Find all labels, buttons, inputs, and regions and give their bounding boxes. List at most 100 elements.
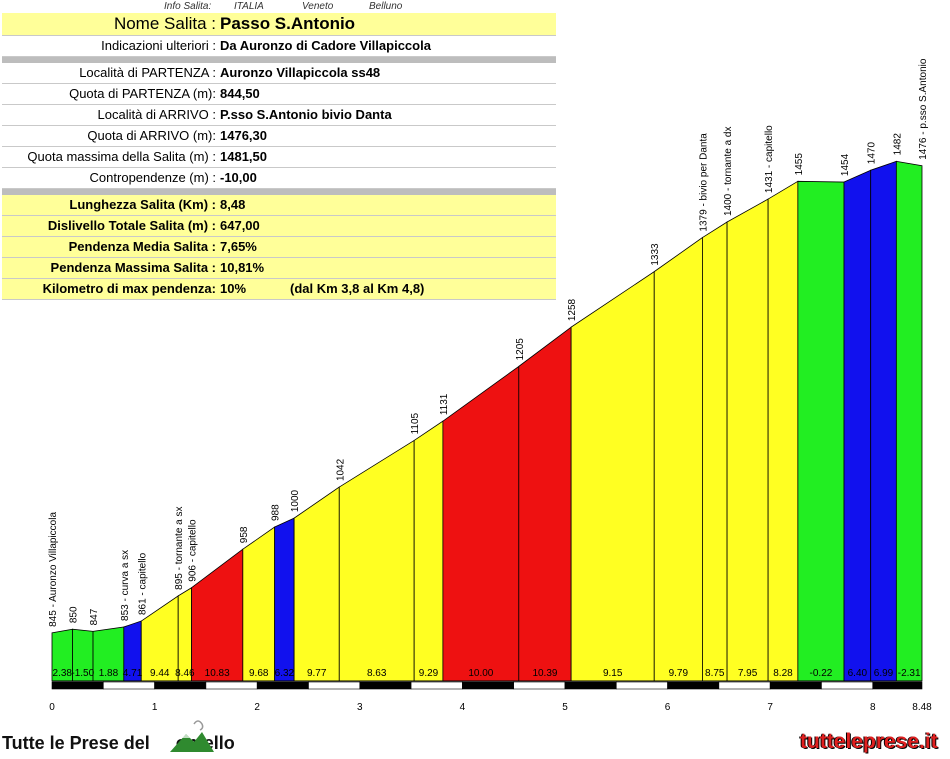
altitude-label: 1455 <box>794 153 805 176</box>
grade-labels: 2.38 -1.50 1.88 4.71 9.44 8.46 10.83 9.68 6.32 9.… <box>53 668 921 679</box>
end-label: Località di ARRIVO : <box>97 107 217 122</box>
x-tick-labels: 0 1 2 3 4 5 6 7 8 8.48 <box>49 702 932 713</box>
grade-label: -1.50 <box>71 668 94 679</box>
maxgrad-label: Pendenza Massima Salita : <box>50 260 216 275</box>
scale-bar-block <box>154 681 207 690</box>
indications-label: Indicazioni ulteriori : <box>101 38 216 53</box>
altitude-label: 1454 <box>840 153 851 176</box>
scale-bar-block <box>769 681 822 690</box>
max-alt-label: Quota massima della Salita (m) : <box>27 149 216 164</box>
climb-name: Passo S.Antonio <box>220 14 356 33</box>
footer-brand-text: Tutte le Prese del <box>2 733 150 753</box>
end-alt-value: 1476,30 <box>220 128 267 143</box>
info-country: ITALIA <box>234 1 264 12</box>
altitude-label: 861 - capitello <box>137 552 148 615</box>
grade-label: 9.15 <box>603 668 623 679</box>
grade-label: 6.99 <box>874 668 894 679</box>
counter-label: Contropendenze (m) : <box>89 170 216 185</box>
profile-segment <box>653 236 703 682</box>
length-value: 8,48 <box>220 197 246 212</box>
grade-label: 8.28 <box>773 668 793 679</box>
grade-label: 10.39 <box>532 668 557 679</box>
grade-label: 8.75 <box>705 668 725 679</box>
row-start-alt: Quota di PARTENZA (m): 844,50 <box>2 84 556 105</box>
row-maxgrad: Pendenza Massima Salita : 10,81% <box>2 258 556 279</box>
x-tick-label: 6 <box>665 702 671 713</box>
info-province: Belluno <box>369 1 403 12</box>
grade-label: 7.95 <box>738 668 758 679</box>
altitude-label: 1431 - capitello <box>764 125 775 193</box>
scale-bar-block <box>462 681 514 690</box>
grade-label: -0.22 <box>810 668 833 679</box>
altitude-label: 1476 - p.sso S.Antonio <box>918 58 929 160</box>
scale-bar-block <box>256 681 309 690</box>
x-tick-label: 8.48 <box>912 702 932 713</box>
altitude-label: 988 <box>271 504 282 521</box>
info-line: Info Salita: ITALIA Veneto Belluno <box>0 0 556 13</box>
grade-label: 9.44 <box>150 668 170 679</box>
maxkm-label: Kilometro di max pendenza: <box>42 281 216 296</box>
profile-segment <box>518 326 572 682</box>
grade-label: -2.31 <box>898 668 921 679</box>
altitude-label: 1379 - bivio per Danta <box>698 133 709 232</box>
scale-bar-block <box>718 681 771 690</box>
row-max-alt: Quota massima della Salita (m) : 1481,50 <box>2 147 556 168</box>
climb-info-table: Nome Salita : Passo S.Antonio Indicazion… <box>2 13 556 300</box>
altitude-label: 1131 <box>439 393 450 415</box>
scale-bar-block <box>821 681 874 690</box>
altitude-label: 1205 <box>515 338 526 361</box>
grade-label: 9.68 <box>249 668 269 679</box>
profile-segment <box>797 180 845 682</box>
row-end-alt: Quota di ARRIVO (m): 1476,30 <box>2 126 556 147</box>
x-tick-label: 1 <box>152 702 158 713</box>
maxkm-value: 10% <box>220 281 247 296</box>
altitude-label: 847 <box>89 608 100 625</box>
altitude-label: 1000 <box>290 489 301 512</box>
x-tick-label: 3 <box>357 702 363 713</box>
grade-label: 8.46 <box>175 668 195 679</box>
grade-label: 9.79 <box>669 668 689 679</box>
grade-label: 4.71 <box>123 668 143 679</box>
info-label: Info Salita: <box>164 1 212 12</box>
start-alt-label: Quota di PARTENZA (m): <box>69 86 216 101</box>
gain-value: 647,00 <box>220 218 260 233</box>
row-gain: Dislivello Totale Salita (m) : 647,00 <box>2 216 556 237</box>
km-scale-bar <box>51 680 923 690</box>
grade-label: 8.63 <box>367 668 387 679</box>
row-end: Località di ARRIVO : P.sso S.Antonio biv… <box>2 105 556 126</box>
scale-bar-block <box>102 681 155 690</box>
grade-label: 9.77 <box>307 668 327 679</box>
row-start: Località di PARTENZA : Auronzo Villapicc… <box>2 63 556 84</box>
profile-segment <box>843 169 872 682</box>
scale-bar-block <box>513 681 566 690</box>
grade-label: 1.88 <box>99 668 119 679</box>
x-tick-label: 0 <box>49 702 55 713</box>
x-tick-label: 8 <box>870 702 876 713</box>
x-tick-label: 5 <box>562 702 568 713</box>
altitude-labels: 845 - Auronzo Villapiccola 850 847 853 - cu… <box>48 58 929 627</box>
profile-segment <box>442 365 520 682</box>
avg-value: 7,65% <box>220 239 257 254</box>
row-avg: Pendenza Media Salita : 7,65% <box>2 237 556 258</box>
site-url: tutteleprese.it <box>800 730 938 753</box>
profile-segments <box>51 160 923 682</box>
scale-bar-block <box>308 681 361 690</box>
altitude-label: 895 - tornante a sx <box>174 506 185 589</box>
altitude-label: 958 <box>239 526 250 543</box>
scale-bar-block <box>410 681 463 690</box>
length-label: Lunghezza Salita (Km) : <box>69 197 216 212</box>
row-name: Nome Salita : Passo S.Antonio <box>2 13 556 36</box>
row-counter: Contropendenze (m) : -10,00 <box>2 168 556 189</box>
profile-segment <box>413 420 444 682</box>
row-length: Lunghezza Salita (Km) : 8,48 <box>2 195 556 216</box>
altitude-label: 1333 <box>650 243 661 266</box>
separator <box>2 189 556 195</box>
altitude-label: 1400 - tornante a dx <box>723 127 734 217</box>
start-alt-value: 844,50 <box>220 86 260 101</box>
profile-segment <box>293 486 340 682</box>
profile-segment <box>570 270 655 682</box>
grade-label: 10.83 <box>205 668 230 679</box>
indications-value: Da Auronzo di Cadore Villapiccola <box>220 38 431 53</box>
altitude-label: 906 - capitello <box>188 519 199 582</box>
